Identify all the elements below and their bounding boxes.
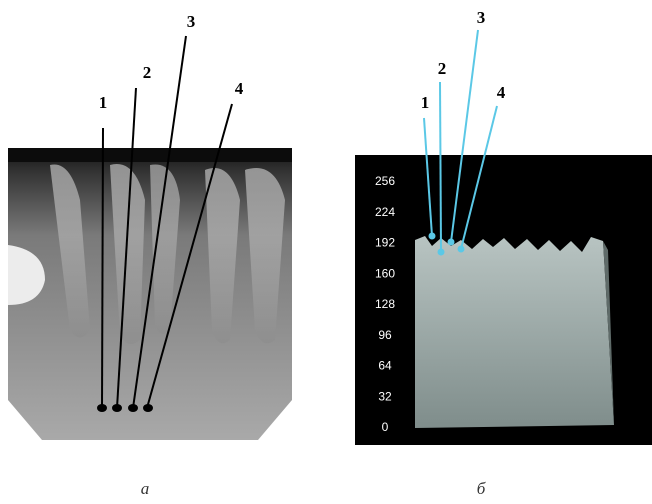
xray-panel: 1 2 3 4 а: [8, 12, 292, 498]
profile-panel: 1 2 3 4 б 256 224 192 160 128 96 64 32 0: [355, 8, 652, 498]
point-label: 4: [497, 83, 506, 102]
point-label: 1: [421, 93, 430, 112]
scale-label: 192: [375, 236, 395, 250]
point-label: 3: [187, 12, 196, 31]
scale-label: 64: [378, 359, 392, 373]
caption: б: [477, 479, 486, 498]
xray-top: [8, 148, 292, 162]
pointer: [440, 82, 441, 251]
point: [112, 404, 122, 412]
scale-label: 128: [375, 297, 395, 311]
point: [458, 246, 465, 253]
scale-label: 32: [378, 389, 392, 403]
pointer: [102, 128, 103, 408]
point: [128, 404, 138, 412]
point-label: 3: [477, 8, 486, 27]
point: [97, 404, 107, 412]
scale-label: 96: [378, 328, 392, 342]
point: [429, 233, 436, 240]
scale-label: 224: [375, 205, 395, 219]
point-label: 1: [99, 93, 108, 112]
figure: 1 2 3 4 а 1 2 3 4 б 256 224 192 160 128 96 64 3…: [0, 0, 652, 504]
scale-label: 0: [382, 420, 389, 434]
caption: а: [141, 479, 150, 498]
point-label: 2: [438, 59, 447, 78]
point-label: 4: [235, 79, 244, 98]
point: [438, 249, 445, 256]
scale-label: 256: [375, 174, 395, 188]
point: [448, 239, 455, 246]
point-label: 2: [143, 63, 152, 82]
point: [143, 404, 153, 412]
profile-surface: [415, 236, 614, 428]
scale-label: 160: [375, 266, 395, 280]
